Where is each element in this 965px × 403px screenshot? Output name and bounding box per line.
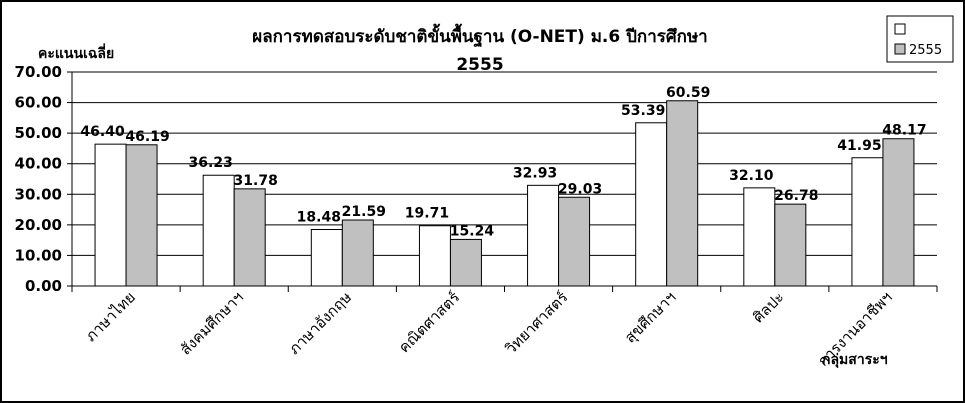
y-tick-label: 10.00: [15, 246, 62, 264]
y-tick-label: 40.00: [15, 155, 62, 173]
data-label-series-2: 46.19: [125, 129, 169, 145]
data-label-series-2: 15.24: [450, 223, 495, 239]
bar-series-1: [851, 157, 884, 287]
bar-series-2: [882, 138, 915, 287]
data-label-series-1: 41.95: [837, 138, 881, 154]
y-tick-label: 30.00: [15, 185, 62, 203]
bar-series-2: [125, 144, 158, 287]
category-label: ศิลปะ: [749, 288, 787, 326]
y-tick-label: 50.00: [15, 124, 62, 142]
chart-title-line2: 2555: [456, 55, 503, 75]
category-label: วิทยาศาสตร์: [501, 288, 571, 358]
data-label-series-1: 36.23: [189, 155, 233, 171]
data-label-series-1: 18.48: [297, 210, 341, 226]
bar-series-2: [774, 203, 807, 287]
bar-series-1: [94, 143, 127, 287]
data-label-series-1: 19.71: [405, 206, 449, 222]
legend-label-series-2: 2555: [909, 43, 942, 58]
y-tick-label: 70.00: [15, 63, 62, 81]
data-label-series-2: 21.59: [342, 204, 386, 220]
x-axis-label: กลุ่มสาระฯ: [822, 352, 888, 368]
data-label-series-1: 53.39: [621, 103, 665, 119]
bar-series-1: [527, 184, 560, 287]
bar-series-1: [743, 187, 776, 287]
bar-series-2: [666, 100, 699, 287]
legend: 2555: [886, 15, 954, 63]
chart-title: ผลการทดสอบระดับชาติขั้นพื้นฐาน (O-NET) ม…: [252, 23, 707, 48]
data-label-series-2: 29.03: [558, 181, 602, 197]
y-axis-label: คะแนนเฉลี่ย: [38, 43, 114, 62]
bar-series-2: [558, 196, 591, 287]
bar-series-1: [310, 229, 343, 287]
bar-series-1: [635, 122, 668, 287]
bar-series-2: [449, 238, 482, 287]
bar-series-1: [418, 225, 451, 287]
data-label-series-1: 46.40: [80, 124, 125, 140]
bar-series-2: [233, 188, 266, 287]
bar-series-2: [341, 219, 374, 287]
legend-swatch-series-1: [894, 23, 906, 35]
y-tick-label: 60.00: [15, 94, 62, 112]
data-label-series-1: 32.10: [729, 168, 774, 184]
y-tick-label: 20.00: [15, 216, 62, 234]
category-label: ภาษาไทย: [82, 288, 139, 345]
data-label-series-2: 31.78: [234, 173, 278, 189]
data-label-series-1: 32.93: [513, 165, 557, 181]
category-label: สังคมศึกษาฯ: [176, 288, 247, 359]
legend-swatch-series-2: [894, 43, 906, 55]
category-label: คณิตศาสตร์: [395, 288, 463, 356]
data-label-series-2: 26.78: [774, 188, 818, 204]
data-label-series-2: 60.59: [666, 85, 710, 101]
y-tick-label: 0.00: [25, 277, 62, 295]
category-label: สุขศึกษาฯ: [621, 288, 680, 347]
bar-series-1: [202, 174, 235, 287]
category-label: ภาษาอังกฤษ: [285, 288, 355, 358]
data-label-series-2: 48.17: [882, 123, 926, 139]
